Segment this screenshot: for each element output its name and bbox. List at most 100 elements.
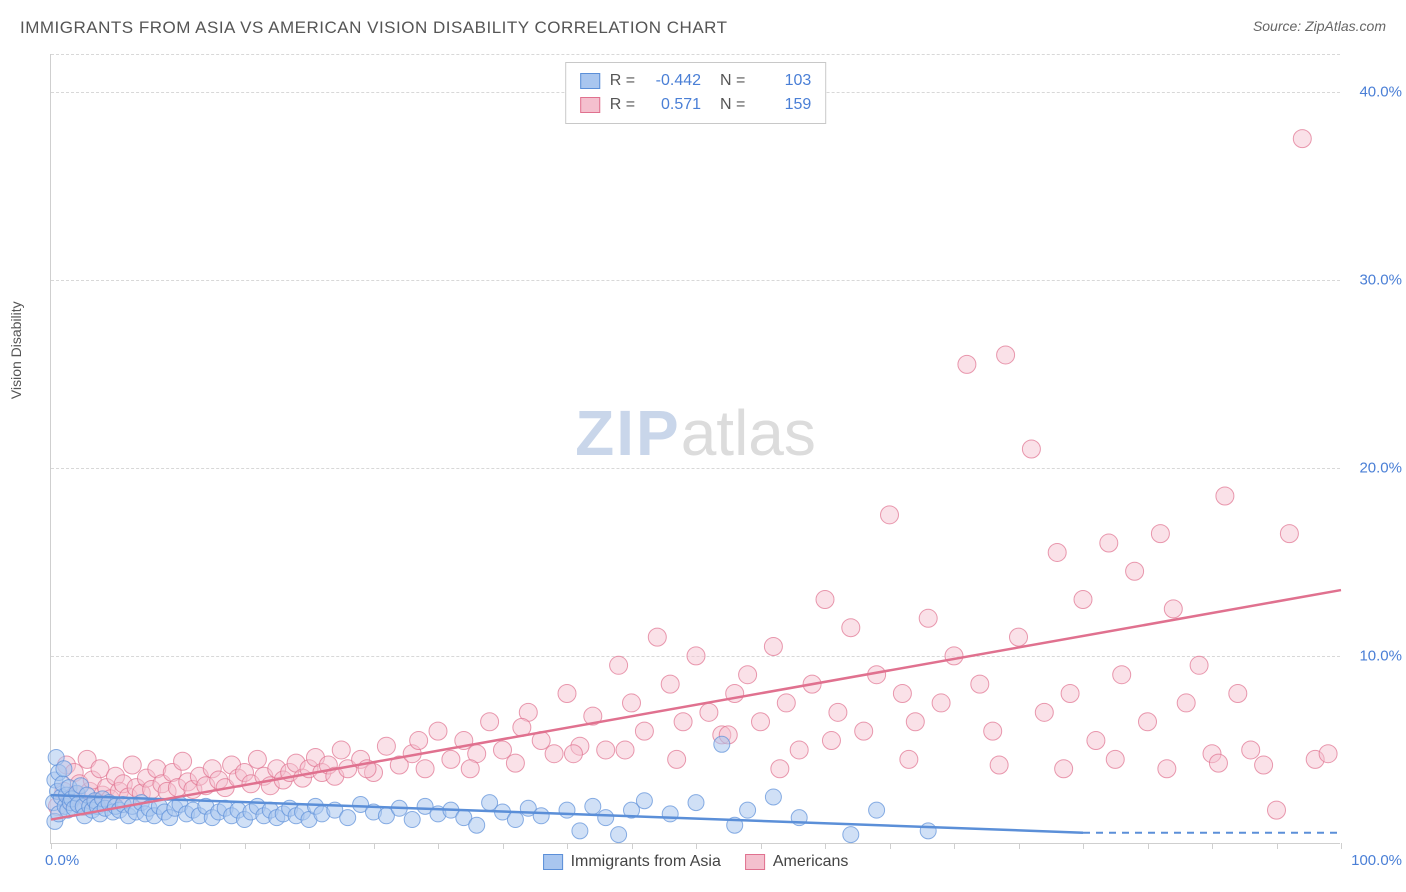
scatter-point-american	[1055, 760, 1073, 778]
x-tick	[374, 843, 375, 849]
legend-swatch-american	[745, 854, 765, 870]
scatter-point-american	[1113, 666, 1131, 684]
scatter-point-asia	[636, 793, 652, 809]
scatter-point-american	[816, 590, 834, 608]
scatter-point-american	[1151, 525, 1169, 543]
scatter-point-american	[971, 675, 989, 693]
scatter-point-american	[958, 355, 976, 373]
scatter-point-american	[558, 685, 576, 703]
scatter-point-american	[1255, 756, 1273, 774]
scatter-point-american	[1100, 534, 1118, 552]
legend-swatch-asia	[543, 854, 563, 870]
scatter-point-asia	[404, 812, 420, 828]
scatter-point-asia	[714, 736, 730, 752]
y-tick-label: 30.0%	[1359, 271, 1402, 288]
scatter-point-american	[1216, 487, 1234, 505]
scatter-point-american	[997, 346, 1015, 364]
x-tick	[825, 843, 826, 849]
correlation-stats-box: R =-0.442 N =103 R =0.571 N =159	[565, 62, 827, 124]
scatter-point-american	[1209, 754, 1227, 772]
legend-item-american: Americans	[745, 853, 849, 871]
scatter-point-asia	[740, 802, 756, 818]
y-tick-label: 40.0%	[1359, 83, 1402, 100]
scatter-point-asia	[533, 808, 549, 824]
scatter-point-american	[1048, 543, 1066, 561]
scatter-point-american	[990, 756, 1008, 774]
x-tick	[1083, 843, 1084, 849]
x-tick	[1148, 843, 1149, 849]
scatter-point-american	[1177, 694, 1195, 712]
scatter-point-american	[687, 647, 705, 665]
x-tick	[116, 843, 117, 849]
x-tick	[954, 843, 955, 849]
stats-row-asia: R =-0.442 N =103	[580, 69, 812, 93]
scatter-point-american	[855, 722, 873, 740]
scatter-point-american	[1022, 440, 1040, 458]
x-tick	[51, 843, 52, 849]
scatter-point-asia	[688, 795, 704, 811]
scatter-point-asia	[507, 812, 523, 828]
scatter-point-american	[506, 754, 524, 772]
scatter-point-american	[1280, 525, 1298, 543]
scatter-point-american	[739, 666, 757, 684]
scatter-point-american	[945, 647, 963, 665]
x-tick	[180, 843, 181, 849]
scatter-point-american	[429, 722, 447, 740]
y-axis-title: Vision Disability	[8, 301, 24, 399]
scatter-point-asia	[559, 802, 575, 818]
scatter-point-american	[984, 722, 1002, 740]
scatter-point-asia	[920, 823, 936, 839]
x-tick	[1341, 843, 1342, 849]
x-tick	[632, 843, 633, 849]
x-tick	[438, 843, 439, 849]
scatter-point-american	[906, 713, 924, 731]
x-tick	[1019, 843, 1020, 849]
scatter-point-american	[1319, 745, 1337, 763]
scatter-point-american	[764, 638, 782, 656]
scatter-point-american	[829, 703, 847, 721]
scatter-point-american	[597, 741, 615, 759]
scatter-point-asia	[340, 810, 356, 826]
scatter-point-american	[1190, 656, 1208, 674]
scatter-point-american	[668, 750, 686, 768]
scatter-point-american	[1242, 741, 1260, 759]
scatter-point-asia	[869, 802, 885, 818]
scatter-point-asia	[843, 827, 859, 843]
scatter-point-american	[1164, 600, 1182, 618]
scatter-point-american	[123, 756, 141, 774]
scatter-point-asia	[598, 810, 614, 826]
scatter-point-american	[1035, 703, 1053, 721]
scatter-point-american	[1126, 562, 1144, 580]
x-tick-label-min: 0.0%	[45, 852, 79, 869]
trend-line-american	[51, 590, 1341, 819]
scatter-point-american	[674, 713, 692, 731]
scatter-point-american	[1010, 628, 1028, 646]
scatter-point-american	[1087, 732, 1105, 750]
scatter-point-asia	[56, 761, 72, 777]
x-tick-label-max: 100.0%	[1351, 852, 1402, 869]
scatter-point-asia	[662, 806, 678, 822]
scatter-point-american	[461, 760, 479, 778]
scatter-point-american	[410, 732, 428, 750]
scatter-point-asia	[585, 798, 601, 814]
chart-title: IMMIGRANTS FROM ASIA VS AMERICAN VISION …	[20, 18, 728, 38]
x-tick	[1277, 843, 1278, 849]
x-tick	[245, 843, 246, 849]
scatter-point-american	[174, 752, 192, 770]
scatter-point-american	[635, 722, 653, 740]
legend-label-american: Americans	[773, 853, 849, 871]
scatter-point-american	[661, 675, 679, 693]
scatter-point-american	[623, 694, 641, 712]
scatter-point-american	[900, 750, 918, 768]
scatter-point-american	[790, 741, 808, 759]
scatter-point-american	[1061, 685, 1079, 703]
stats-row-american: R =0.571 N =159	[580, 93, 812, 117]
scatter-point-american	[842, 619, 860, 637]
scatter-point-american	[771, 760, 789, 778]
chart-plot-area: ZIPatlas R =-0.442 N =103 R =0.571 N =15…	[50, 54, 1340, 844]
scatter-point-american	[610, 656, 628, 674]
scatter-point-american	[1293, 130, 1311, 148]
scatter-point-asia	[572, 823, 588, 839]
x-tick	[761, 843, 762, 849]
scatter-point-american	[700, 703, 718, 721]
